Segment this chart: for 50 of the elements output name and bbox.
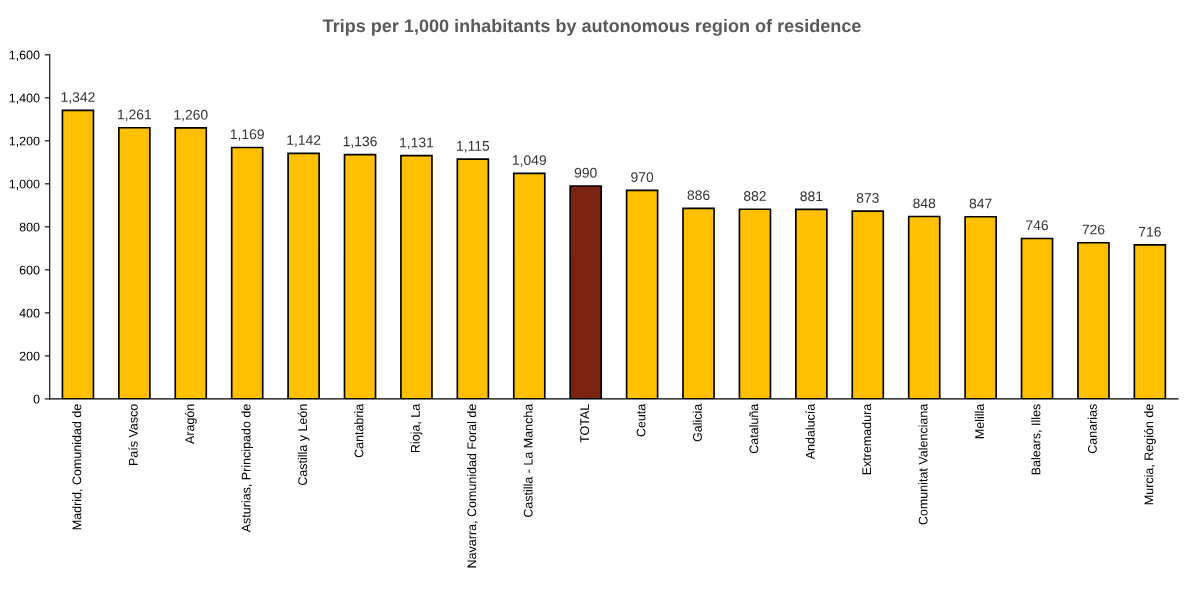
x-tick-label: País Vasco <box>128 404 138 466</box>
x-tick-label: Extremadura <box>861 403 872 475</box>
data-label: 882 <box>743 191 766 201</box>
data-label: 1,169 <box>230 129 264 141</box>
chart-title: Trips per 1,000 inhabitants by autonomous region of residence <box>322 18 861 36</box>
data-label: 1,142 <box>287 135 321 147</box>
data-label: 1,131 <box>400 137 434 150</box>
y-tick-label: 600 <box>19 265 40 275</box>
y-tick-label: 400 <box>19 308 40 318</box>
y-tick-label: 1,200 <box>9 136 40 147</box>
x-tick-label: Castilla - La Mancha <box>523 403 533 518</box>
y-tick-label: 1,400 <box>9 93 40 104</box>
x-tick-label: Cataluña <box>749 403 759 454</box>
y-tick-label: 1,000 <box>9 179 40 190</box>
y-tick-label: 200 <box>19 351 40 361</box>
data-label: 1,261 <box>118 109 152 122</box>
data-label: 881 <box>800 191 823 202</box>
data-label: 716 <box>1139 226 1161 237</box>
data-label: 1,342 <box>61 92 95 104</box>
data-label: 1,115 <box>457 141 490 153</box>
y-tick-label: 800 <box>19 222 40 232</box>
x-tick-label: Ceuta <box>636 403 646 437</box>
x-tick-label: TOTAL <box>580 404 590 443</box>
x-tick-label: Andalucía <box>805 403 815 460</box>
x-tick-label: Melilla <box>974 403 984 439</box>
data-label: 847 <box>969 198 992 209</box>
x-tick-label: Galicia <box>692 403 702 442</box>
data-label: 873 <box>856 193 879 203</box>
data-label: 1,049 <box>512 155 546 167</box>
data-label: 848 <box>913 198 936 209</box>
x-tick-label: Navarra, Comunidad Foral de <box>467 404 478 568</box>
y-tick-label: 1,600 <box>9 50 40 61</box>
data-label: 990 <box>574 167 597 178</box>
x-tick-label: Canarias <box>1087 404 1097 454</box>
x-tick-label: Balears, Illes <box>1031 404 1042 475</box>
data-label: 1,136 <box>343 136 377 148</box>
data-label: 726 <box>1082 224 1105 235</box>
data-label: 1,260 <box>174 109 208 122</box>
x-tick-label: Comunitat Valenciana <box>918 403 928 525</box>
y-tick-label: 0 <box>33 394 40 404</box>
x-tick-label: Madrid, Comunidad de <box>72 404 83 530</box>
x-tick-label: Asturias, Principado de <box>241 404 254 533</box>
x-tick-label: Aragón <box>184 404 197 445</box>
x-tick-label: Murcia, Región de <box>1143 404 1156 505</box>
x-tick-label: Castilla y León <box>297 404 310 486</box>
x-tick-label: Cantabria <box>354 403 364 458</box>
data-label: 970 <box>631 172 654 182</box>
data-label: 886 <box>687 190 710 201</box>
x-tick-label: Rioja, La <box>410 403 423 453</box>
data-label: 746 <box>1026 220 1049 231</box>
